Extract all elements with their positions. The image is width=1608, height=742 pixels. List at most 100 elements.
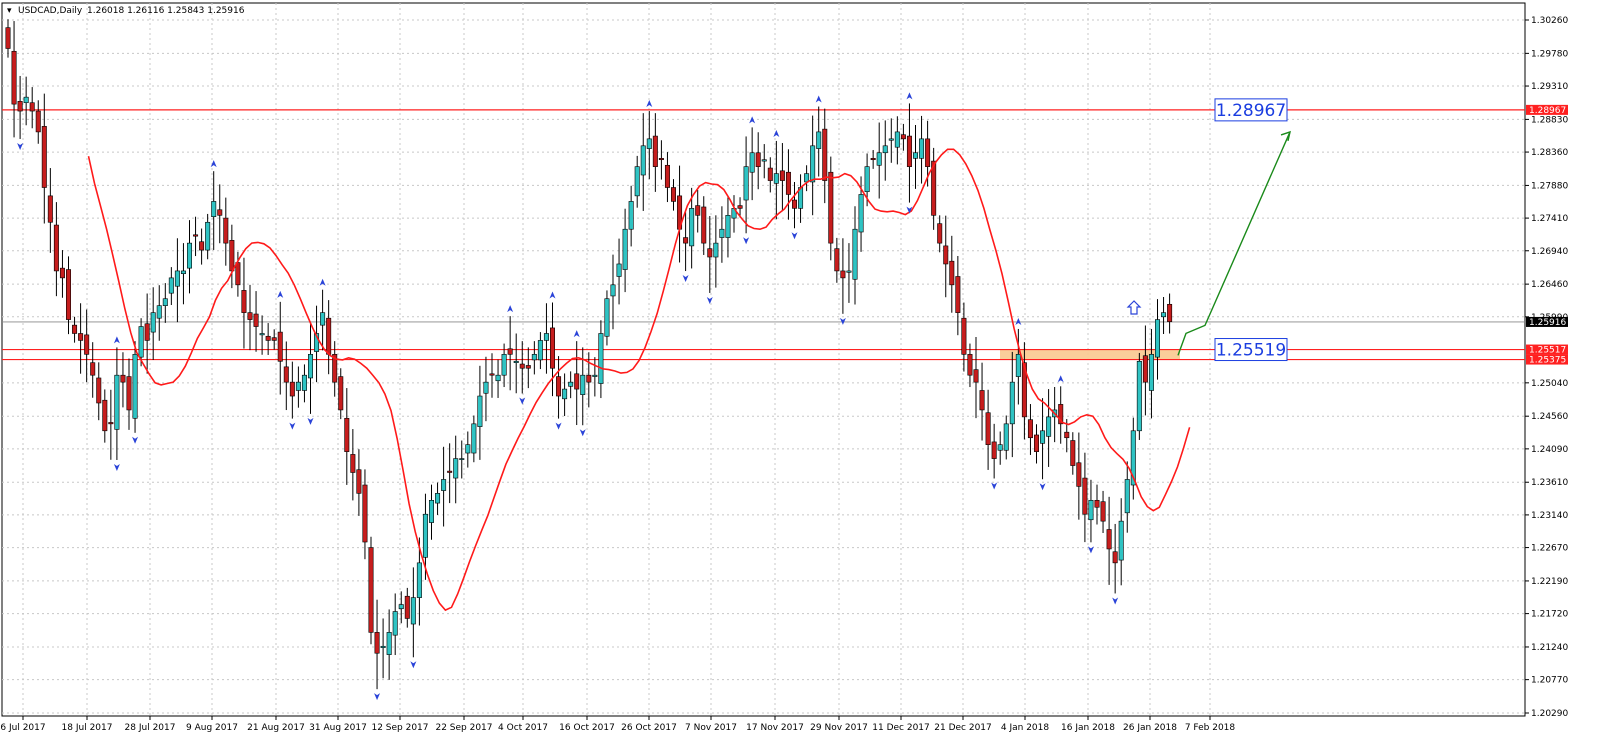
- bear-candle: [670, 187, 676, 202]
- level-tag-text-1: 1.25517: [1529, 346, 1566, 356]
- support-zone: [1000, 349, 1180, 360]
- fractal-down-icon: [555, 422, 562, 430]
- fractal-down-icon: [682, 275, 689, 283]
- bull-candle: [459, 458, 465, 460]
- candles: [5, 19, 1173, 690]
- level-tag-text-2: 1.25375: [1529, 356, 1566, 366]
- bear-candle: [549, 327, 555, 369]
- bull-candle: [1009, 381, 1015, 425]
- fractal-up-icon: [549, 291, 556, 299]
- bear-candle: [955, 276, 961, 313]
- level-label-box-0[interactable]: [1214, 98, 1288, 122]
- bull-candle: [168, 277, 174, 294]
- y-tick-label: 1.24090: [1531, 445, 1568, 455]
- x-tick-label: 16 Oct 2017: [559, 723, 615, 733]
- fractal-down-icon: [1087, 546, 1094, 554]
- bear-candle: [253, 313, 259, 327]
- bear-candle: [72, 324, 78, 334]
- bear-candle: [374, 632, 380, 654]
- target-arrow-line[interactable]: [1177, 131, 1291, 356]
- bear-candle: [368, 547, 374, 633]
- bear-candle: [973, 369, 979, 383]
- bear-candle: [78, 333, 84, 341]
- bull-candle: [1040, 430, 1046, 444]
- fractal-down-icon: [17, 142, 24, 150]
- bear-candle: [1058, 404, 1064, 425]
- x-tick-label: 4 Oct 2017: [498, 723, 548, 733]
- fractal-up-icon: [815, 95, 822, 103]
- up-arrow-marker-icon: [1126, 300, 1142, 315]
- fractal-up-icon: [646, 100, 653, 108]
- current-price-tag: [1526, 316, 1568, 327]
- bear-candle: [235, 262, 241, 286]
- bear-candle: [66, 269, 72, 320]
- bull-candle: [1124, 479, 1130, 514]
- level-label-box-1[interactable]: [1214, 338, 1288, 362]
- bear-candle: [707, 248, 713, 258]
- bear-candle: [1076, 462, 1082, 487]
- x-tick-label: 31 Aug 2017: [309, 723, 367, 733]
- bull-candle: [150, 312, 156, 333]
- bull-candle: [1136, 360, 1142, 432]
- bear-candle: [1034, 434, 1040, 452]
- bear-candle: [683, 237, 689, 244]
- bear-candle: [223, 217, 229, 244]
- bull-candle: [749, 152, 755, 173]
- x-tick-label: 17 Nov 2017: [746, 723, 804, 733]
- bear-candle: [102, 399, 108, 432]
- bull-candle: [810, 145, 816, 183]
- bull-candle: [919, 138, 925, 159]
- level-tag-1: [1526, 344, 1568, 355]
- bull-candle: [725, 215, 731, 238]
- fractal-up-icon: [507, 305, 514, 313]
- horizontal-levels[interactable]: [2, 109, 1525, 361]
- x-tick-label: 12 Sep 2017: [371, 723, 428, 733]
- bear-candle: [1167, 303, 1173, 322]
- bull-candle: [1046, 416, 1052, 437]
- y-tick-label: 1.29310: [1531, 82, 1568, 92]
- level-labels[interactable]: 1.28967 1.28967 1.25517 1.25519 1.25375 1.259…: [1214, 98, 1568, 366]
- fractal-down-icon: [706, 296, 713, 304]
- bear-candle: [828, 171, 834, 244]
- bull-candle: [428, 500, 434, 523]
- chart-menu-icon[interactable]: ▾: [7, 6, 12, 16]
- fractal-down-icon: [132, 436, 139, 444]
- fractal-down-icon: [791, 232, 798, 240]
- bear-candle: [108, 422, 114, 425]
- y-tick-label: 1.27880: [1531, 181, 1568, 191]
- x-tick-label: 4 Jan 2018: [1001, 723, 1049, 733]
- bull-candle: [307, 354, 313, 379]
- bear-candle: [265, 335, 271, 341]
- bear-candle: [120, 374, 126, 383]
- bull-candle: [23, 96, 29, 104]
- fractals: [17, 92, 1142, 701]
- bear-candle: [5, 27, 11, 49]
- bear-candle: [525, 365, 531, 369]
- bear-candle: [247, 312, 253, 320]
- bull-candle: [1003, 423, 1009, 451]
- bear-candle: [47, 195, 53, 223]
- bull-candle: [295, 381, 301, 391]
- bull-candle: [743, 166, 749, 201]
- bull-candle: [513, 360, 519, 363]
- y-tick-label: 1.28360: [1531, 148, 1568, 158]
- bull-candle: [640, 145, 646, 176]
- bull-candle: [634, 166, 640, 197]
- bear-candle: [755, 152, 761, 167]
- bear-candle: [84, 334, 90, 355]
- bull-candle: [610, 284, 616, 297]
- bull-candle: [259, 333, 265, 336]
- x-tick-label: 16 Jan 2018: [1061, 723, 1115, 733]
- bear-candle: [59, 267, 65, 279]
- fractal-down-icon: [743, 237, 750, 245]
- target-arrow[interactable]: [1177, 130, 1291, 356]
- fractal-down-icon: [1039, 483, 1046, 491]
- fractal-up-icon: [319, 278, 326, 286]
- bear-candle: [979, 390, 985, 411]
- bull-candle: [689, 208, 695, 247]
- bull-candle: [162, 298, 168, 306]
- y-tick-label: 1.21720: [1531, 610, 1568, 620]
- bull-candle: [1015, 354, 1021, 377]
